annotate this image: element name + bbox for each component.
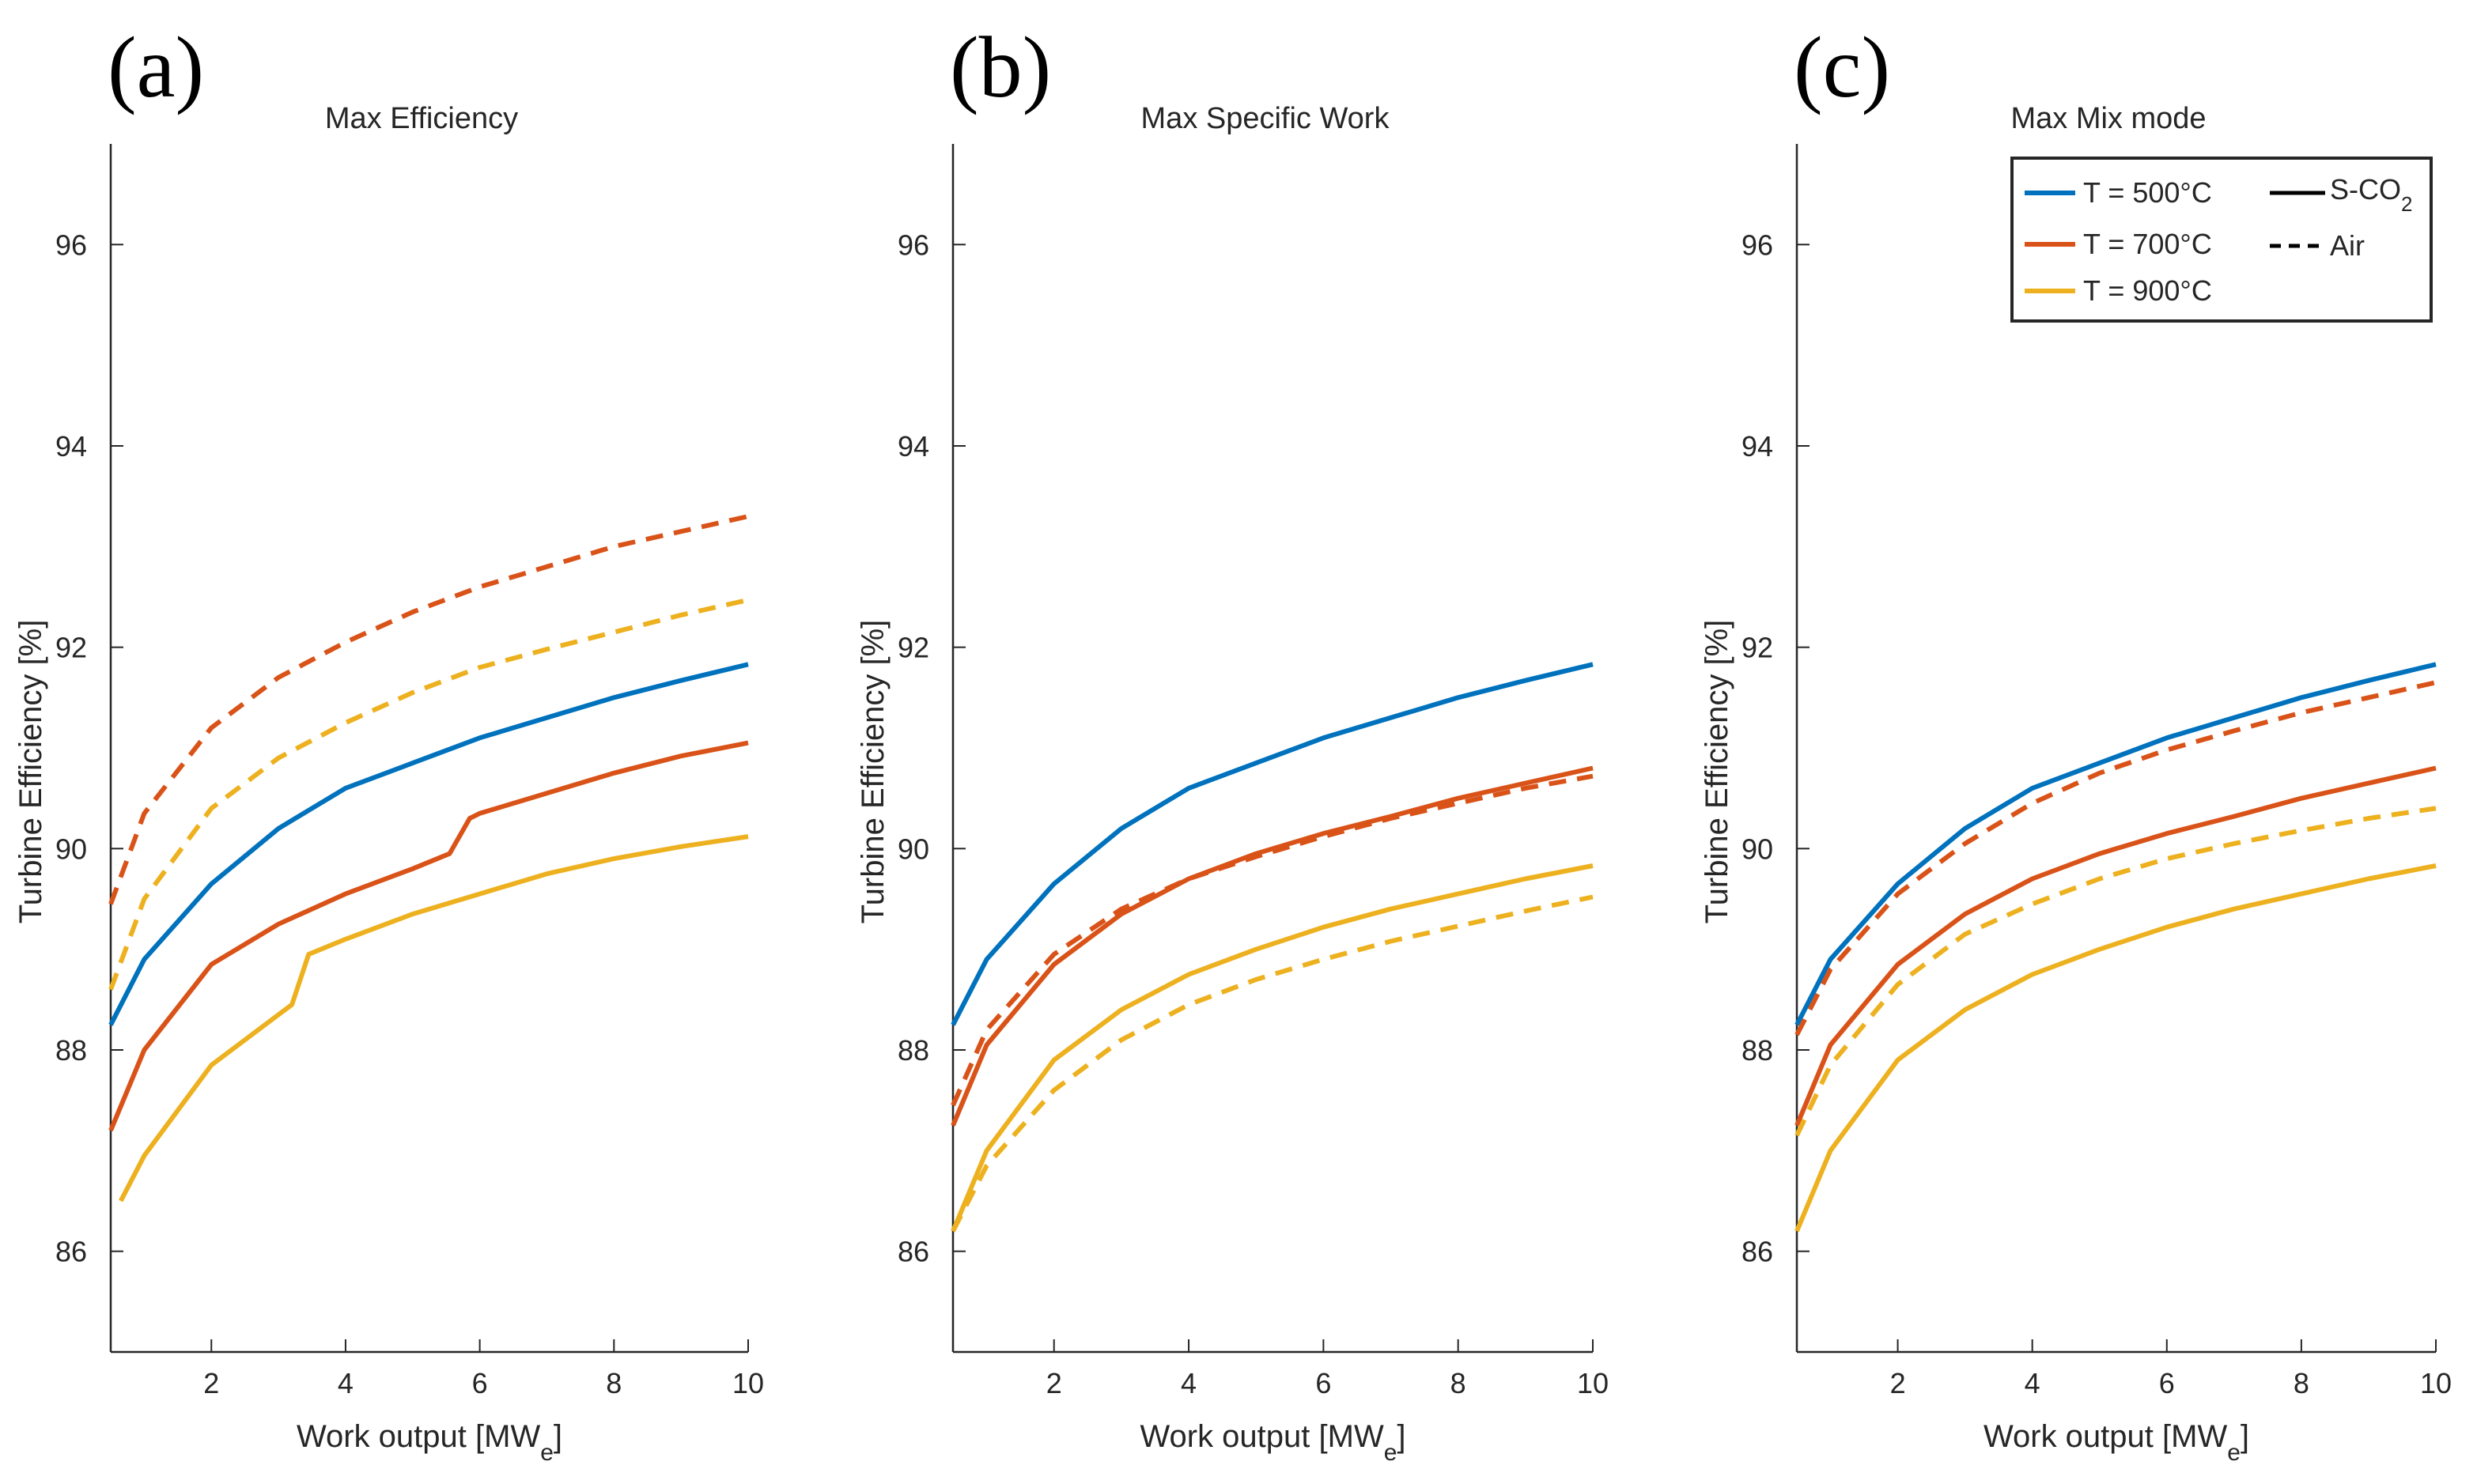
series-line bbox=[951, 894, 1594, 1233]
y-tick-label: 92 bbox=[898, 632, 929, 664]
legend-dashed-label: Air bbox=[2330, 229, 2365, 262]
x-axis-label: Work output [MWe] bbox=[1140, 1419, 1405, 1466]
y-tick-label: 88 bbox=[55, 1034, 87, 1067]
series-line bbox=[951, 662, 1594, 1026]
x-tick-label: 6 bbox=[1315, 1367, 1331, 1399]
y-axis-label: Turbine Efficiency [%] bbox=[856, 620, 891, 924]
y-tick-label: 86 bbox=[898, 1236, 929, 1268]
y-tick-label: 94 bbox=[55, 430, 87, 463]
y-tick-label: 86 bbox=[55, 1236, 87, 1268]
series-line bbox=[1794, 680, 2437, 1037]
x-tick-label: 8 bbox=[2294, 1367, 2309, 1399]
series-line bbox=[951, 765, 1594, 1127]
chart-title: Max Specific Work bbox=[1141, 102, 1390, 135]
chart-panel-2: 86 88 90 92 94 96 2 4 6 8 10 Max Specific Work (b) Wo… bbox=[856, 19, 1609, 1466]
panel-label: (c) bbox=[1794, 19, 1890, 115]
series-line bbox=[1794, 863, 2437, 1233]
y-tick-label: 90 bbox=[55, 833, 87, 865]
series-line bbox=[1794, 806, 2437, 1137]
series-line bbox=[119, 834, 749, 1203]
series-line bbox=[1794, 765, 2437, 1127]
y-tick-label: 90 bbox=[898, 833, 929, 865]
chart-title: Max Efficiency bbox=[325, 102, 518, 135]
x-tick-label: 10 bbox=[732, 1367, 764, 1399]
y-axis-label: Turbine Efficiency [%] bbox=[13, 620, 48, 924]
y-tick-label: 94 bbox=[898, 430, 929, 463]
chart-title: Max Mix mode bbox=[2010, 102, 2206, 135]
chart-panel-3: 86 88 90 92 94 96 2 4 6 8 10 Max Mix mode (c) Work ou… bbox=[1700, 19, 2452, 1466]
x-tick-label: 8 bbox=[606, 1367, 622, 1399]
x-tick-label: 10 bbox=[2420, 1367, 2452, 1399]
x-tick-label: 2 bbox=[1046, 1367, 1062, 1399]
y-tick-label: 92 bbox=[1741, 632, 1773, 664]
y-tick-label: 88 bbox=[898, 1034, 929, 1067]
y-tick-label: 96 bbox=[1741, 228, 1773, 261]
x-axis-label: Work output [MWe] bbox=[297, 1419, 562, 1466]
panel-label: (b) bbox=[950, 19, 1051, 115]
x-tick-label: 4 bbox=[2025, 1367, 2040, 1399]
x-tick-label: 4 bbox=[1181, 1367, 1197, 1399]
legend-label: T = 500°C bbox=[2083, 176, 2212, 209]
y-tick-label: 88 bbox=[1741, 1034, 1773, 1067]
y-tick-label: 94 bbox=[1741, 430, 1773, 463]
series-line bbox=[1794, 662, 2437, 1026]
y-tick-label: 86 bbox=[1741, 1236, 1773, 1268]
x-tick-label: 2 bbox=[1890, 1367, 1906, 1399]
series-line bbox=[951, 773, 1594, 1107]
series-line bbox=[108, 597, 749, 991]
panel-label: (a) bbox=[108, 19, 204, 115]
x-tick-label: 6 bbox=[2159, 1367, 2175, 1399]
y-tick-label: 96 bbox=[898, 228, 929, 261]
series-line bbox=[108, 514, 749, 905]
chart-panel-1: 86 88 90 92 94 96 2 4 6 8 10 Max Efficiency (a) Work … bbox=[13, 19, 764, 1466]
x-axis-label: Work output [MWe] bbox=[1983, 1419, 2249, 1466]
series-line bbox=[108, 662, 749, 1026]
legend-solid-label: S-CO2 bbox=[2330, 173, 2412, 216]
series-line bbox=[108, 740, 749, 1132]
y-tick-label: 92 bbox=[55, 632, 87, 664]
legend-label: T = 900°C bbox=[2083, 274, 2212, 307]
series-line bbox=[951, 863, 1594, 1233]
y-axis-label: Turbine Efficiency [%] bbox=[1700, 620, 1734, 924]
y-tick-label: 96 bbox=[55, 228, 87, 261]
legend: T = 500°C T = 700°C T = 900°C S-CO2 Air bbox=[2010, 157, 2433, 323]
x-tick-label: 4 bbox=[338, 1367, 354, 1399]
y-tick-label: 90 bbox=[1741, 833, 1773, 865]
x-tick-label: 8 bbox=[1450, 1367, 1466, 1399]
x-tick-label: 2 bbox=[203, 1367, 219, 1399]
legend-label: T = 700°C bbox=[2083, 228, 2212, 260]
x-tick-label: 10 bbox=[1577, 1367, 1609, 1399]
legend-box bbox=[2010, 157, 2433, 323]
x-tick-label: 6 bbox=[472, 1367, 488, 1399]
